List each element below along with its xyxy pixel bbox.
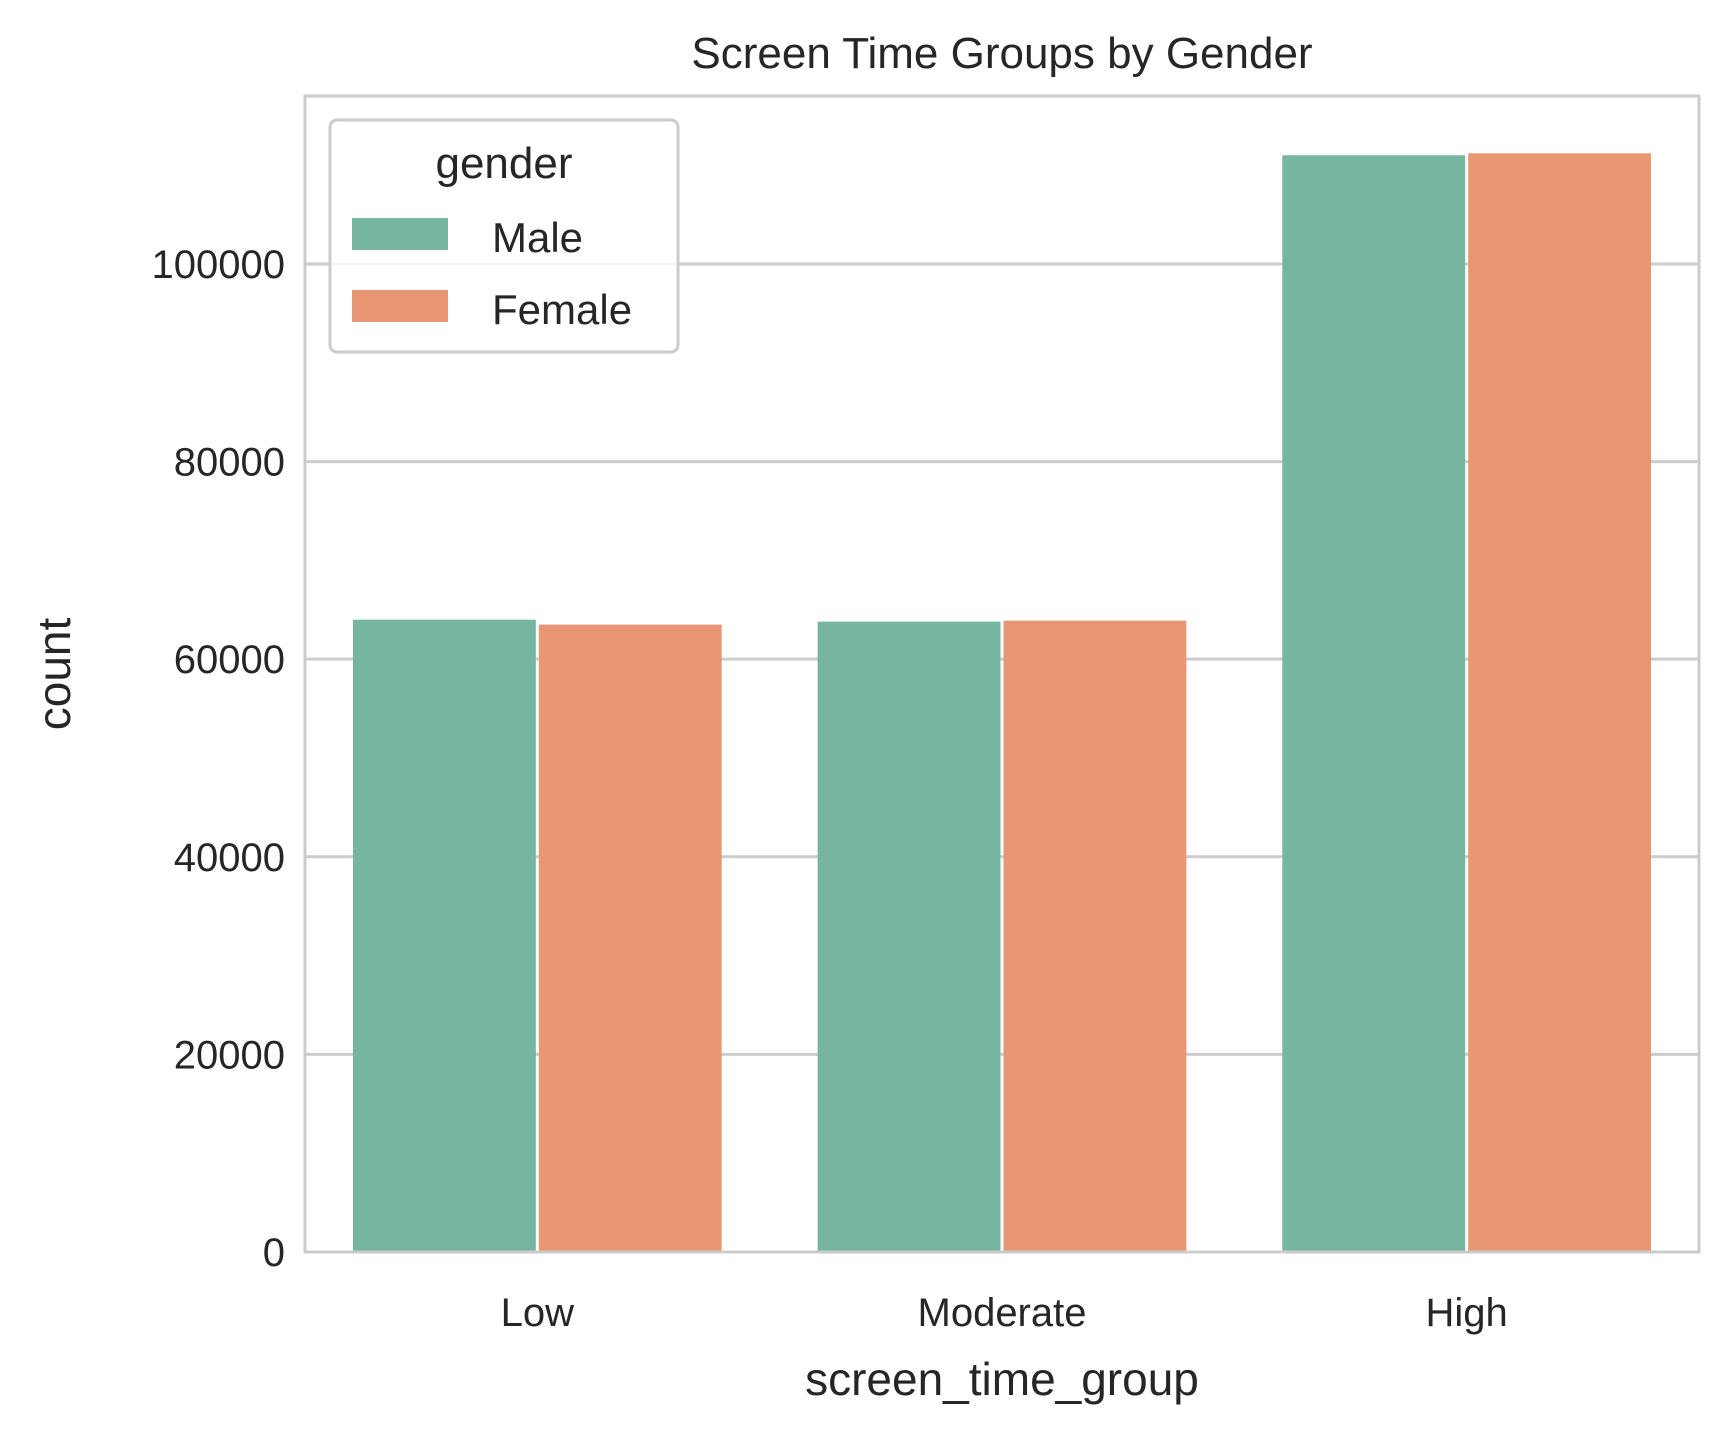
y-tick-label: 100000 bbox=[152, 243, 285, 287]
bar-male-moderate bbox=[817, 621, 1001, 1252]
y-tick-label: 80000 bbox=[174, 441, 285, 485]
legend-title: gender bbox=[435, 139, 572, 188]
bar-female-low bbox=[538, 624, 722, 1252]
chart-title: Screen Time Groups by Gender bbox=[691, 29, 1312, 78]
legend-swatch-male bbox=[352, 218, 448, 250]
y-axis-label: count bbox=[28, 618, 80, 731]
y-tick-label: 20000 bbox=[174, 1033, 285, 1077]
plot-area-frame bbox=[303, 94, 1701, 1254]
y-tick-label: 40000 bbox=[174, 836, 285, 880]
legend: gender Male Female bbox=[328, 118, 680, 354]
x-axis-label: screen_time_group bbox=[805, 1353, 1199, 1405]
bar-male-high bbox=[1282, 155, 1466, 1252]
y-tick-labels: 0 20000 40000 60000 80000 100000 bbox=[152, 243, 285, 1275]
legend-label-male: Male bbox=[492, 214, 583, 261]
bar-male-low bbox=[352, 619, 536, 1252]
bar-female-high bbox=[1468, 153, 1652, 1252]
bar-female-moderate bbox=[1003, 620, 1187, 1252]
x-tick-label: Moderate bbox=[918, 1291, 1087, 1335]
bars bbox=[352, 153, 1652, 1252]
legend-label-female: Female bbox=[492, 286, 632, 333]
y-tick-label: 60000 bbox=[174, 638, 285, 682]
x-tick-label: High bbox=[1426, 1291, 1508, 1335]
legend-swatch-female bbox=[352, 290, 448, 322]
y-tick-label: 0 bbox=[263, 1231, 285, 1275]
x-tick-labels: Low Moderate High bbox=[501, 1291, 1508, 1335]
x-tick-label: Low bbox=[501, 1291, 574, 1335]
